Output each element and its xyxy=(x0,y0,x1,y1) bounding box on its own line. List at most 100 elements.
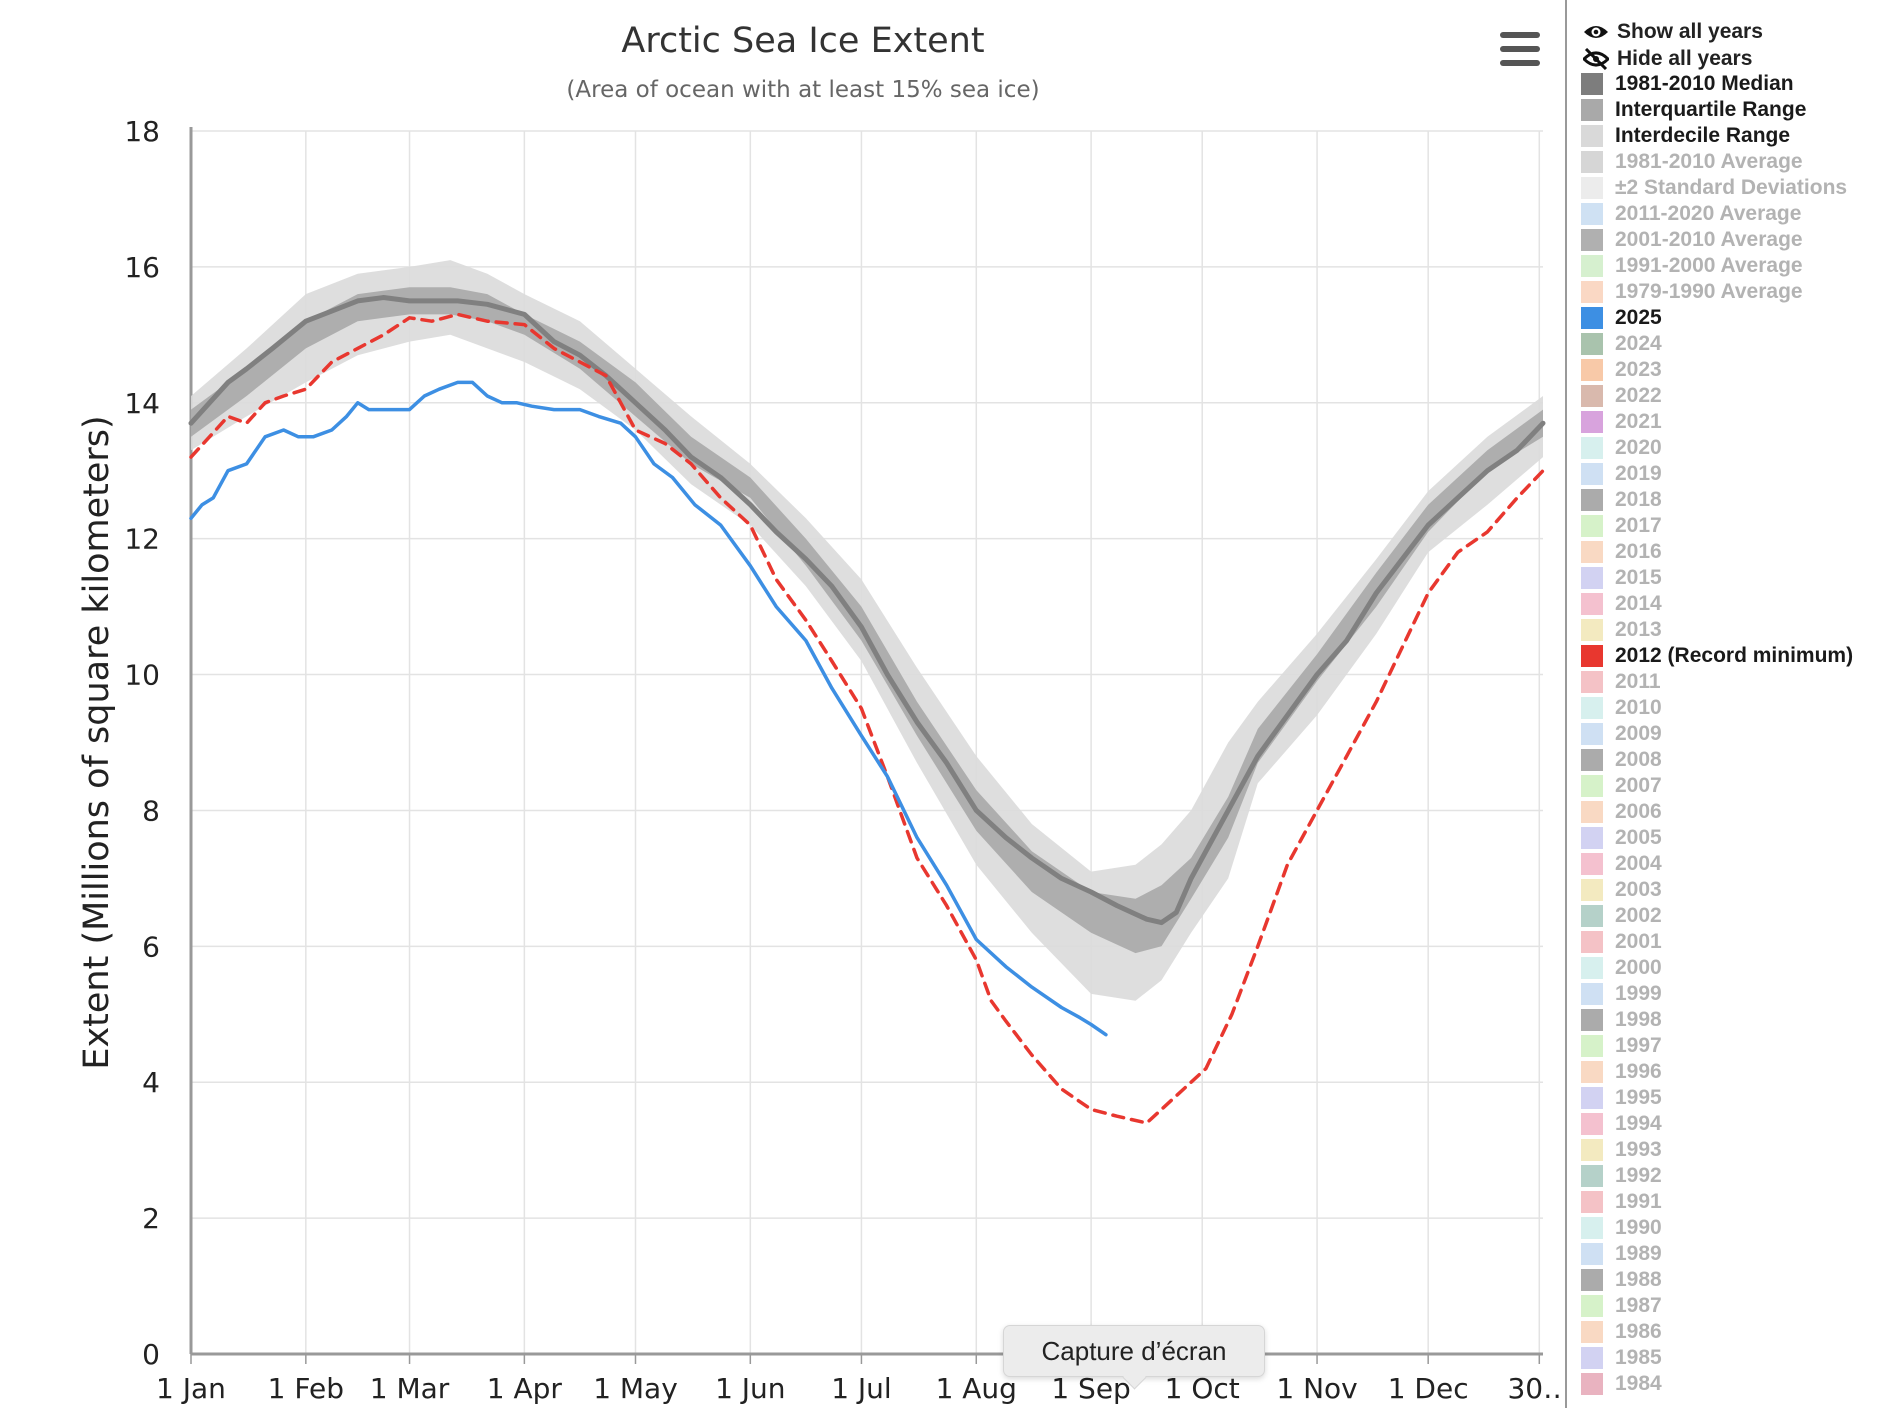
legend-item-label: 1990 xyxy=(1615,1216,1662,1239)
chart-area: Arctic Sea Ice Extent (Area of ocean with… xyxy=(77,21,1560,1405)
legend-swatch xyxy=(1581,177,1603,199)
y-tick-label: 14 xyxy=(124,387,160,420)
chart-title: Arctic Sea Ice Extent xyxy=(621,21,984,61)
legend-item-label: 2004 xyxy=(1615,852,1662,875)
legend-swatch xyxy=(1581,1087,1603,1109)
x-tick-label: 1 Feb xyxy=(268,1372,344,1405)
legend-item[interactable]: ±2 Standard Deviations xyxy=(1581,176,1847,200)
legend-swatch xyxy=(1581,1061,1603,1083)
legend-item[interactable]: 2013 xyxy=(1581,618,1662,642)
legend-item[interactable]: 1995 xyxy=(1581,1086,1662,1110)
legend-item[interactable]: 1998 xyxy=(1581,1008,1662,1032)
legend-item[interactable]: 2008 xyxy=(1581,748,1662,772)
legend-item[interactable]: 2011-2020 Average xyxy=(1581,202,1801,226)
legend-item[interactable]: 2021 xyxy=(1581,410,1662,434)
legend-item-label: 2011-2020 Average xyxy=(1615,202,1802,225)
legend-swatch xyxy=(1581,385,1603,407)
legend-item[interactable]: 2000 xyxy=(1581,956,1662,980)
legend-item[interactable]: 2015 xyxy=(1581,566,1662,590)
legend-item[interactable]: Interquartile Range xyxy=(1581,98,1806,122)
show-all-years-button[interactable]: Show all years xyxy=(1583,20,1763,44)
legend-swatch xyxy=(1581,1139,1603,1161)
legend-item[interactable]: 1981-2010 Median xyxy=(1581,72,1794,96)
legend-item[interactable]: 1989 xyxy=(1581,1242,1662,1266)
legend-item[interactable]: 2018 xyxy=(1581,488,1662,512)
legend-item[interactable]: 2006 xyxy=(1581,800,1662,824)
tooltip: Capture d’écran xyxy=(1003,1325,1265,1377)
legend-item[interactable]: 2003 xyxy=(1581,878,1662,902)
legend-item[interactable]: 2025 xyxy=(1581,306,1662,330)
y-tick-label: 0 xyxy=(142,1338,160,1371)
x-tick-label: 1 Jan xyxy=(156,1372,226,1405)
x-tick-label: 1 Aug xyxy=(936,1372,1017,1405)
legend-item[interactable]: 1990 xyxy=(1581,1216,1662,1240)
legend-swatch xyxy=(1581,645,1603,667)
legend-item[interactable]: 2001-2010 Average xyxy=(1581,228,1803,252)
eye-slash-icon xyxy=(1583,48,1609,70)
legend-item[interactable]: 1993 xyxy=(1581,1138,1662,1162)
legend-item-label: 2003 xyxy=(1615,878,1662,901)
legend-swatch xyxy=(1581,1113,1603,1135)
legend-item[interactable]: 1994 xyxy=(1581,1112,1662,1136)
y-axis-title: Extent (Millions of square kilometers) xyxy=(77,415,117,1069)
legend-item[interactable]: 1991-2000 Average xyxy=(1581,254,1803,278)
legend-item-label: Interdecile Range xyxy=(1615,124,1791,147)
legend-item[interactable]: 1999 xyxy=(1581,982,1662,1006)
legend-item[interactable]: 1988 xyxy=(1581,1268,1662,1292)
legend-swatch xyxy=(1581,1295,1603,1317)
legend-item-label: 1999 xyxy=(1615,982,1662,1005)
legend-item[interactable]: 2019 xyxy=(1581,462,1662,486)
legend: Show all years Hide all years 1981-2010 … xyxy=(1565,0,1894,1408)
legend-item[interactable]: Interdecile Range xyxy=(1581,124,1790,148)
chart-menu-button[interactable] xyxy=(1500,32,1540,66)
legend-item-label: 1988 xyxy=(1615,1268,1662,1291)
legend-item-label: 2019 xyxy=(1615,462,1662,485)
legend-item[interactable]: 2012 (Record minimum) xyxy=(1581,644,1853,668)
legend-item[interactable]: 1979-1990 Average xyxy=(1581,280,1803,304)
legend-item[interactable]: 2011 xyxy=(1581,670,1661,694)
legend-item[interactable]: 2014 xyxy=(1581,592,1662,616)
tooltip-label: Capture d’écran xyxy=(1041,1335,1227,1366)
legend-swatch xyxy=(1581,73,1603,95)
legend-swatch xyxy=(1581,1035,1603,1057)
legend-item[interactable]: 1992 xyxy=(1581,1164,1662,1188)
legend-swatch xyxy=(1581,1373,1603,1395)
legend-item[interactable]: 1986 xyxy=(1581,1320,1662,1344)
legend-item[interactable]: 2007 xyxy=(1581,774,1662,798)
legend-item[interactable]: 1997 xyxy=(1581,1034,1662,1058)
legend-item[interactable]: 1991 xyxy=(1581,1190,1662,1214)
legend-item-label: 1981-2010 Median xyxy=(1615,72,1794,95)
legend-item[interactable]: 2005 xyxy=(1581,826,1662,850)
hide-all-years-button[interactable]: Hide all years xyxy=(1583,47,1752,71)
legend-swatch xyxy=(1581,931,1603,953)
legend-item[interactable]: 2017 xyxy=(1581,514,1662,538)
legend-item[interactable]: 2002 xyxy=(1581,904,1662,928)
legend-item[interactable]: 1996 xyxy=(1581,1060,1662,1084)
x-tick-label: 1 Jun xyxy=(715,1372,785,1405)
legend-item[interactable]: 2004 xyxy=(1581,852,1662,876)
legend-item[interactable]: 1981-2010 Average xyxy=(1581,150,1803,174)
x-tick-label: 1 Mar xyxy=(370,1372,450,1405)
legend-item[interactable]: 2023 xyxy=(1581,358,1662,382)
legend-swatch xyxy=(1581,1009,1603,1031)
legend-item[interactable]: 2020 xyxy=(1581,436,1662,460)
legend-item[interactable]: 2010 xyxy=(1581,696,1662,720)
legend-swatch xyxy=(1581,125,1603,147)
legend-swatch xyxy=(1581,151,1603,173)
legend-item[interactable]: 2009 xyxy=(1581,722,1662,746)
legend-item[interactable]: 2022 xyxy=(1581,384,1662,408)
legend-item-label: 1992 xyxy=(1615,1164,1662,1187)
legend-item[interactable]: 1987 xyxy=(1581,1294,1662,1318)
legend-item[interactable]: 1984 xyxy=(1581,1372,1662,1396)
legend-swatch xyxy=(1581,1243,1603,1265)
legend-item[interactable]: 2024 xyxy=(1581,332,1662,356)
legend-swatch xyxy=(1581,775,1603,797)
legend-item[interactable]: 1985 xyxy=(1581,1346,1662,1370)
legend-item-label: 2007 xyxy=(1615,774,1662,797)
legend-item[interactable]: 2001 xyxy=(1581,930,1662,954)
y-tick-label: 16 xyxy=(124,251,160,284)
eye-icon xyxy=(1584,26,1608,38)
legend-item-label: 1979-1990 Average xyxy=(1615,280,1803,303)
legend-item[interactable]: 2016 xyxy=(1581,540,1662,564)
legend-swatch xyxy=(1581,1165,1603,1187)
